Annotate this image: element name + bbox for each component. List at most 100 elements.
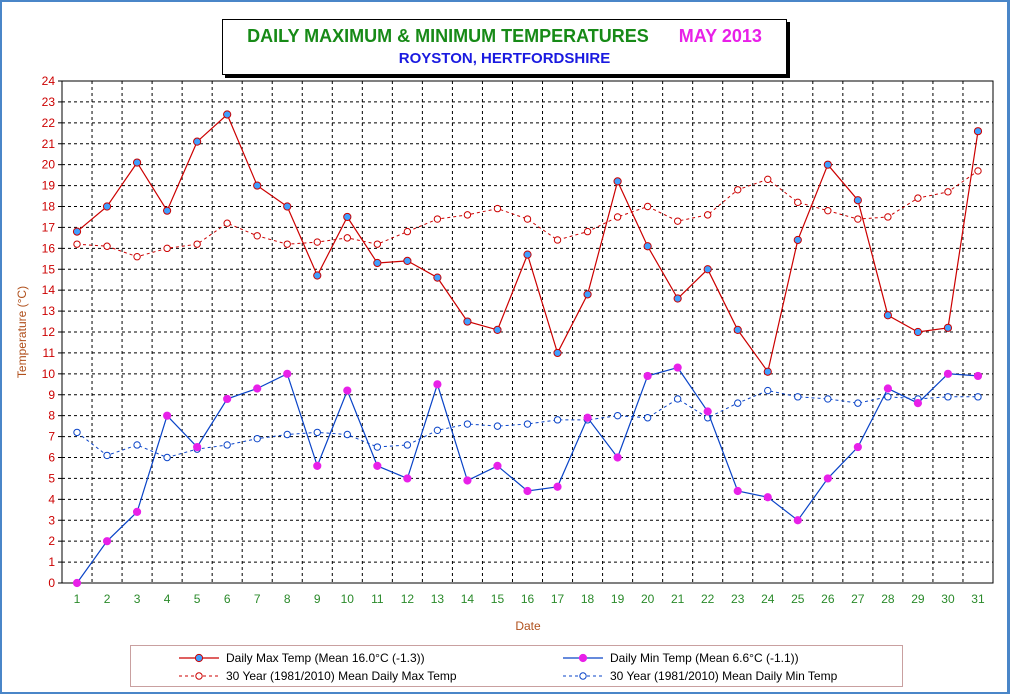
x-tick-label: 8 [284,592,291,606]
point-min-avg [643,414,652,422]
point-min-avg [824,395,832,403]
x-tick-label: 5 [194,592,201,606]
x-tick-label: 31 [971,592,985,606]
point-max [583,290,592,299]
point-min [223,394,232,404]
point-min [613,453,622,462]
point-max [373,258,382,268]
point-min-avg [854,399,862,407]
point-max-avg [643,202,652,211]
point-min [853,442,862,452]
y-tick-label: 22 [42,116,56,130]
point-min-avg [974,393,982,401]
point-max [733,325,742,335]
y-tick-label: 17 [42,220,56,234]
point-max-avg [734,186,742,194]
point-min-avg [163,453,171,462]
y-tick-label: 16 [42,241,56,255]
chart-title-box: DAILY MAXIMUM & MINIMUM TEMPERATURES MAY… [222,19,787,75]
chart-title-month: MAY 2013 [678,26,762,46]
point-max-avg [703,211,712,219]
point-max-avg [313,238,321,246]
point-min [72,578,82,588]
point-max-avg [974,167,982,175]
point-max [913,327,923,337]
point-max-avg [523,215,532,223]
point-min-avg [313,428,321,437]
y-tick-label: 2 [48,534,55,548]
point-max-avg [884,213,892,221]
point-min [673,363,682,372]
point-min [132,507,142,516]
point-min [163,411,172,420]
point-max [613,177,622,186]
legend-marker-max-avg [195,672,203,680]
point-min [883,384,892,393]
y-tick-label: 11 [43,346,56,360]
grid [62,81,993,583]
legend-label-max-avg: 30 Year (1981/2010) Mean Daily Max Temp [226,669,457,683]
point-max [343,212,352,222]
y-tick-label: 23 [42,95,56,109]
y-tick-label: 3 [48,513,55,527]
point-min-avg [493,422,502,430]
point-max-avg [283,240,291,248]
x-tick-label: 11 [371,592,384,606]
point-min-avg [73,428,81,437]
point-min-avg [553,416,562,424]
legend-label-min-avg: 30 Year (1981/2010) Mean Daily Min Temp [610,669,838,683]
axes [58,80,994,584]
x-tick-label: 1 [74,592,81,606]
x-axis-label: Date [515,619,541,633]
point-min [973,371,983,381]
point-min [493,461,502,470]
point-min-avg [283,430,291,439]
point-max [433,273,442,282]
point-max-avg [253,232,261,240]
point-max [883,311,892,320]
point-max [853,196,862,205]
y-tick-label: 8 [48,409,55,423]
point-min [763,493,772,502]
point-max-avg [914,194,922,202]
x-tick-label: 21 [671,592,685,606]
y-tick-label: 1 [48,555,55,569]
y-tick-label: 15 [42,262,56,276]
point-max [943,323,953,332]
point-min [102,537,112,546]
y-tick-label: 18 [42,200,56,214]
x-tick-label: 14 [461,592,475,606]
point-min [193,442,202,452]
y-tick-label: 14 [42,283,56,297]
y-tick-label: 24 [42,74,56,88]
x-tick-label: 26 [821,592,835,606]
y-tick-label: 21 [42,137,56,151]
point-min-avg [223,441,231,449]
point-min [793,516,802,525]
legend-marker-min [578,653,588,663]
y-tick-label: 13 [42,304,56,318]
point-max-avg [373,240,382,248]
point-min [913,399,923,408]
point-max [223,110,232,119]
x-tick-label: 19 [611,592,625,606]
point-max-avg [493,204,502,213]
legend-canvas: Daily Max Temp (Mean 16.0°C (-1.3)) Daily… [179,651,838,683]
x-tick-label: 3 [134,592,141,606]
x-tick-label: 4 [164,592,171,606]
x-tick-label: 7 [254,592,261,606]
point-max-avg [433,215,442,223]
x-tick-label: 22 [701,592,715,606]
point-max [163,206,172,215]
point-max [463,317,472,326]
x-tick-label: 27 [851,592,865,606]
chart-title: DAILY MAXIMUM & MINIMUM TEMPERATURES [247,26,649,46]
point-max-avg [794,198,802,207]
point-min-avg [433,426,442,435]
point-min [733,486,742,496]
point-min [943,369,953,378]
point-max [193,137,202,146]
x-tick-label: 10 [341,592,355,606]
point-max-avg [463,211,472,219]
